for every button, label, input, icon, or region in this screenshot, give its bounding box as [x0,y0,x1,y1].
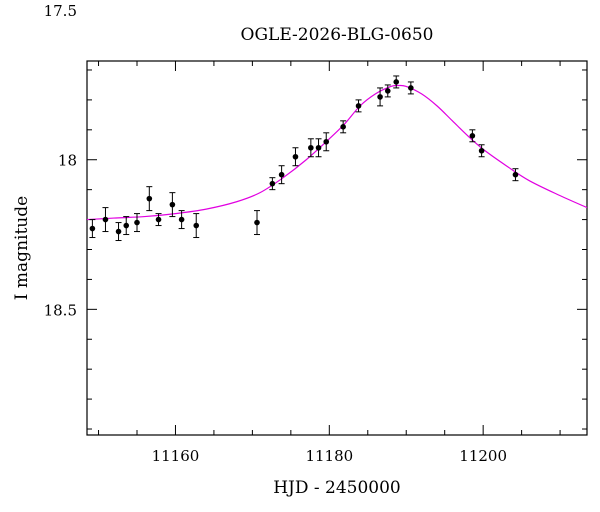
x-axis-label: HJD - 2450000 [273,478,401,498]
point-marker [408,85,414,91]
data-point [340,120,347,134]
data-point [377,87,384,107]
point-marker [355,103,362,109]
chart-title: OGLE-2026-BLG-0650 [241,25,434,45]
x-tick-label: 11200 [459,447,507,465]
point-marker [308,144,314,151]
data-point [478,144,485,158]
point-marker [178,216,185,223]
data-point [407,81,414,95]
axis-tick-labels: 11160 11180 11200 17.5 18 18.5 [44,2,507,465]
data-point [278,165,285,185]
data-point [323,132,330,152]
data-point [393,75,400,89]
data-point [123,216,130,236]
point-marker [115,228,122,235]
data-point [269,177,276,191]
x-tick-label: 11180 [305,447,353,465]
point-marker [254,219,260,226]
y-axis-label: I magnitude [12,196,32,300]
data-point [146,186,153,212]
point-marker [269,180,276,187]
y-tick-label: 17.5 [44,2,77,20]
data-point [315,138,322,158]
point-marker [384,88,391,94]
point-marker [393,79,400,85]
point-marker [102,216,109,223]
data-point [254,210,260,236]
point-marker [512,171,519,178]
data-point [512,168,519,182]
point-marker [469,133,476,139]
point-marker [193,222,200,229]
point-marker [169,201,176,208]
x-tick-label: 11160 [152,447,200,465]
data-point [169,192,176,218]
data-point [102,207,109,233]
data-point [384,84,391,98]
data-point [178,210,185,230]
point-marker [315,144,322,151]
point-marker [123,222,130,229]
point-marker [89,225,96,232]
data-points [89,75,519,242]
data-point [355,99,362,113]
y-tick-label: 18.5 [44,301,77,319]
point-marker [478,147,485,154]
axis-ticks [87,61,587,435]
data-point [155,213,162,227]
point-marker [134,219,140,226]
data-point [89,219,96,239]
data-point [469,129,476,143]
data-point [193,213,200,239]
data-point [115,222,122,242]
point-marker [146,195,153,202]
point-marker [278,171,285,178]
plot-area [86,60,588,436]
model-curve [86,84,588,221]
data-point [292,147,299,167]
point-marker [323,138,330,145]
point-marker [292,153,299,160]
y-tick-label: 18 [58,152,77,170]
point-marker [155,216,162,223]
point-marker [340,124,346,130]
data-point [134,213,140,233]
point-marker [377,94,383,100]
data-point [307,138,314,158]
